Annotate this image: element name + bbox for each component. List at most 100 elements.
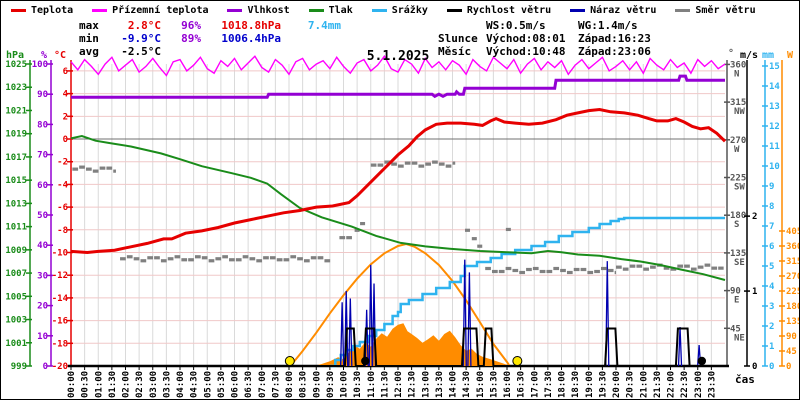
legend: Teplota Přízemní teplota Vlhkost Tlak Srážky…: [11, 5, 756, 16]
legend-dash-icon: [371, 9, 387, 12]
legend-label: Přízemní teplota: [112, 5, 209, 16]
radiation-tick-label: 45: [786, 347, 797, 357]
legend-item: Směr větru: [675, 5, 756, 16]
temperature-tick-label: 4: [63, 90, 69, 100]
x-tick-label: 11:00: [367, 371, 377, 398]
legend-item: Teplota: [11, 5, 73, 16]
stats-row-min: min -9.9°C 89% 1006.4hPa: [79, 32, 341, 45]
x-tick-label: 17:00: [530, 371, 540, 398]
wind-gust-spike: [467, 272, 472, 367]
moonrise-time: Východ:10:48: [486, 45, 566, 58]
temperature-tick-label: -20: [52, 362, 68, 372]
legend-item: Rychlost větru: [446, 5, 551, 16]
x-tick-label: 12:30: [408, 371, 418, 398]
humidity-tick-label: 40: [37, 241, 48, 251]
x-tick-label: 05:30: [217, 371, 227, 398]
rain-tick-label: 10: [769, 162, 780, 172]
radiation-tick-label: 270: [786, 272, 800, 282]
legend-label: Náraz větru: [590, 5, 657, 16]
rain-tick-label: 6: [769, 242, 774, 252]
wind-tick-label: 0: [752, 362, 757, 372]
x-tick-label: 16:00: [503, 371, 513, 398]
radiation-tick-label: 180: [786, 302, 800, 312]
x-tick-label: 09:30: [326, 371, 336, 398]
pressure-tick-label: 1019: [5, 130, 27, 140]
humidity-tick-label: 0: [43, 362, 48, 372]
temperature-tick-label: -6: [57, 203, 68, 213]
x-tick-label: 14:00: [449, 371, 459, 398]
x-tick-label: 19:00: [585, 371, 595, 398]
humidity-tick-label: 50: [37, 211, 48, 221]
rain-tick-label: 13: [769, 102, 780, 112]
wind-direction-dot: [464, 228, 470, 232]
wind-gust-spike: [348, 298, 353, 367]
moon-marker: [361, 356, 370, 366]
x-tick-label: 11:30: [380, 371, 390, 398]
direction-tick-letter: SE: [734, 258, 745, 268]
max-label: max: [79, 19, 99, 32]
x-tick-label: 01:00: [94, 371, 104, 398]
x-tick-label: 10:30: [353, 371, 363, 398]
max-rain: 7.4mm: [307, 19, 341, 32]
rain-tick-label: 15: [769, 62, 780, 72]
x-tick-label: 04:00: [176, 371, 186, 398]
rain-tick-label: 11: [769, 142, 780, 152]
rain-tick-label: 8: [769, 202, 774, 212]
direction-tick-label: 315: [730, 98, 746, 108]
temperature-tick-label: 2: [63, 112, 68, 122]
temperature-tick-label: -18: [52, 339, 68, 349]
min-pressure: 1006.4hPa: [221, 32, 281, 45]
pressure-tick-label: 1021: [5, 106, 27, 116]
x-tick-label: 13:00: [421, 371, 431, 398]
rain-tick-label: 5: [769, 262, 774, 272]
legend-dash-icon: [11, 9, 26, 12]
pressure-tick-label: 1001: [5, 339, 27, 349]
moonset-time: Západ:23:06: [578, 45, 651, 58]
x-tick-label: 03:30: [162, 371, 172, 398]
humidity-tick-label: 60: [37, 181, 48, 191]
legend-dash-icon: [308, 9, 324, 12]
temperature-tick-label: -12: [52, 271, 68, 281]
legend-dash-icon: [92, 9, 108, 12]
radiation-tick-label: 0: [786, 362, 791, 372]
radiation-tick-label: 225: [786, 287, 800, 297]
humidity-tick-label: 70: [37, 151, 48, 161]
legend-dash-icon: [446, 9, 462, 12]
direction-tick-label: 180: [730, 211, 746, 221]
wind-gust-spike: [677, 327, 683, 367]
x-tick-label: 07:30: [271, 371, 281, 398]
moon-label: Měsíc: [438, 45, 472, 58]
direction-tick-letter: E: [734, 296, 739, 306]
stats-row-avg: avg -2.5°C: [79, 45, 341, 58]
direction-tick-label: 270: [730, 136, 746, 146]
rain-tick-label: 9: [769, 182, 774, 192]
direction-tick-letter: W: [734, 145, 740, 155]
wind-direction-dot: [471, 237, 477, 241]
legend-label: Směr větru: [695, 5, 756, 16]
stats-right: WS:0.5m/s WG:1.4m/s Slunce Východ:08:01 …: [438, 19, 666, 58]
sun-marker: [512, 356, 523, 366]
wind-speed-stat: WS:0.5m/s: [486, 19, 546, 32]
radiation-measured-area: [313, 323, 510, 366]
ground-temperature-line: [70, 54, 726, 77]
humidity-tick-label: 10: [37, 332, 48, 342]
legend-dash-icon: [570, 9, 586, 12]
pressure-tick-label: 1017: [5, 153, 27, 163]
legend-dash-icon: [227, 9, 243, 12]
sun-stats-row: Slunce Východ:08:01 Západ:16:23: [438, 32, 666, 45]
rain-tick-label: 1: [769, 342, 774, 352]
temperature-tick-label: -14: [52, 294, 69, 304]
rain-tick-label: 3: [769, 302, 774, 312]
pressure-unit-label: hPa: [6, 50, 24, 61]
moon-marker: [697, 356, 707, 366]
x-tick-label: 06:30: [244, 371, 254, 398]
pressure-tick-label: 1015: [5, 176, 27, 186]
x-tick-label: 18:00: [558, 371, 568, 398]
x-tick-label: 08:00: [285, 371, 295, 398]
legend-item: Přízemní teplota: [92, 5, 208, 16]
x-tick-label: 22:00: [667, 371, 677, 398]
rain-unit-label: mm: [762, 50, 774, 61]
humidity-tick-label: 90: [37, 90, 48, 100]
x-tick-label: 10:00: [340, 371, 350, 398]
